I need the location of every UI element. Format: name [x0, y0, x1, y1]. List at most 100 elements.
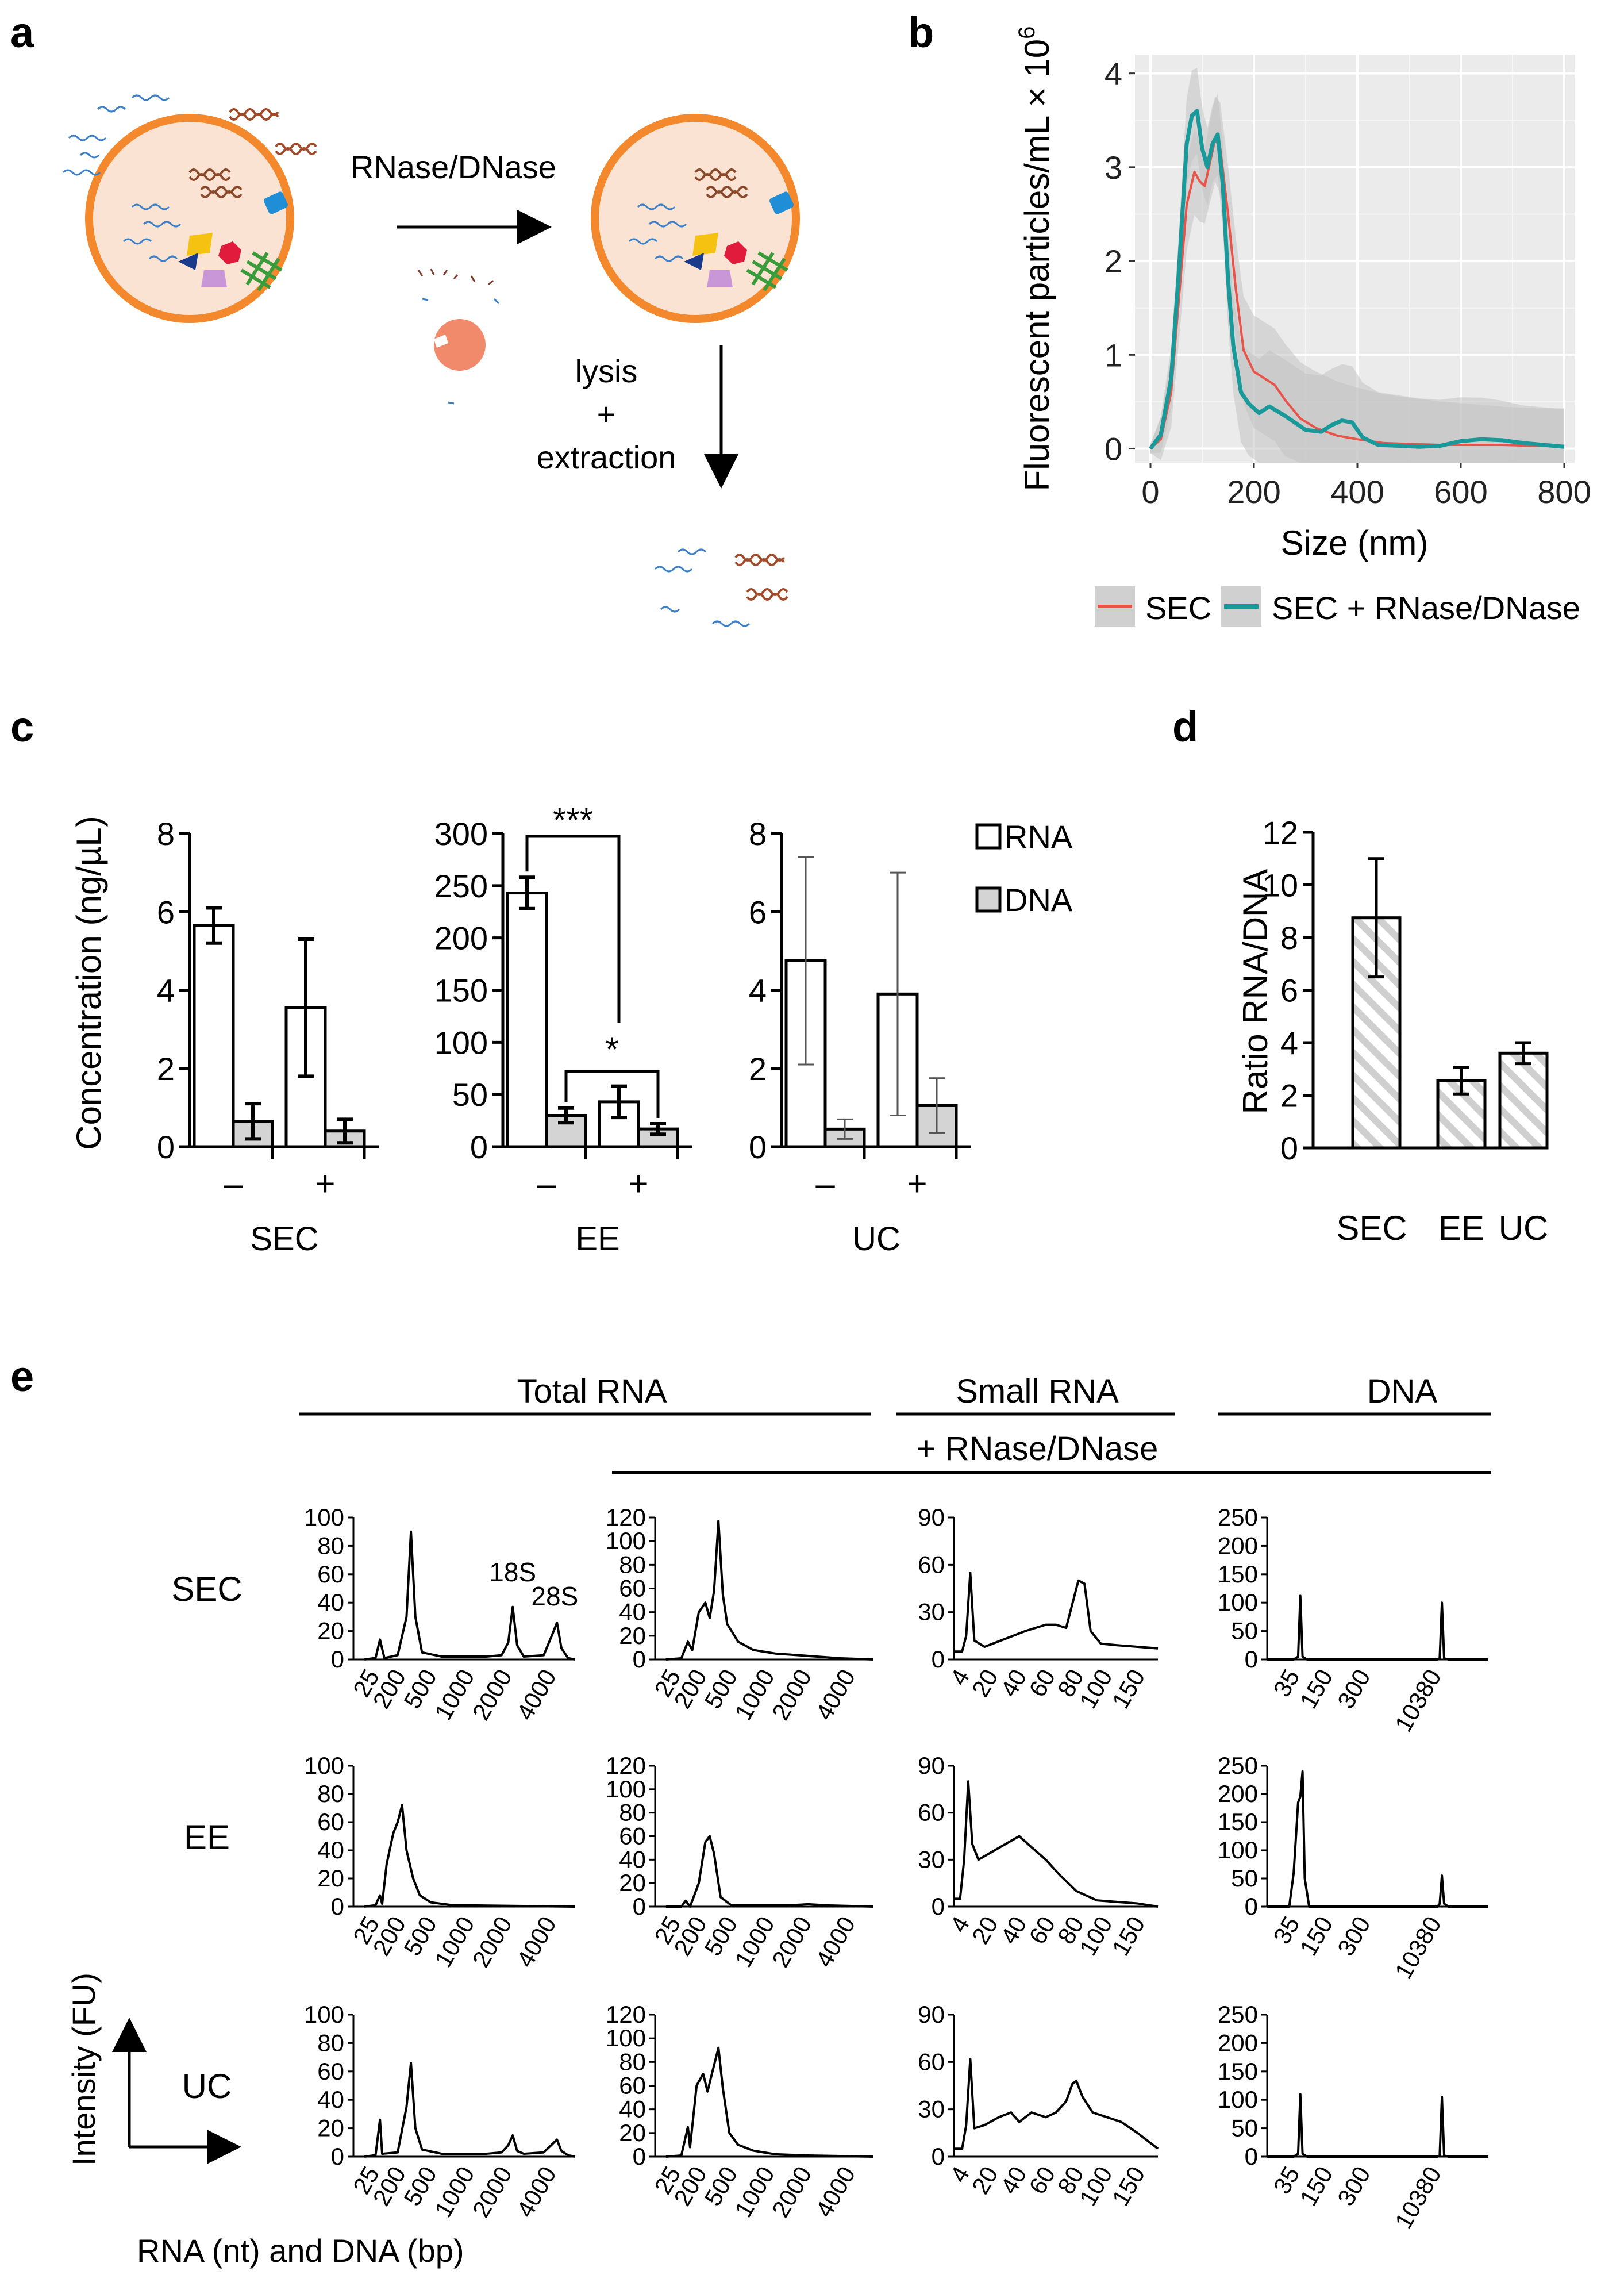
y-tick-label: 250 — [1218, 1752, 1258, 1779]
y-tick-label: 0 — [932, 2143, 945, 2170]
x-tick-label: 100 — [1074, 1912, 1118, 1960]
y-tick-label: 100 — [1218, 1589, 1258, 1616]
y-tick-label: 200 — [1218, 1780, 1258, 1807]
legend-label-sec-rnase: SEC + RNase/DNase — [1272, 590, 1580, 626]
y-tick-label: 300 — [434, 816, 488, 852]
confidence-ribbon — [1150, 68, 1564, 463]
y-tick-label: 8 — [1280, 920, 1298, 956]
x-tick-label: 150 — [1295, 1665, 1338, 1713]
y-tick-label: 30 — [918, 1846, 945, 1873]
y-tick-label: 20 — [317, 2115, 344, 2142]
significance-bracket — [564, 1070, 660, 1119]
trace-line — [1267, 2093, 1488, 2158]
x-tick-label: 1000 — [429, 1665, 479, 1724]
y-tick-label: 80 — [317, 2029, 344, 2056]
y-tick-label: 120 — [606, 1752, 646, 1779]
y-tick-label: 100 — [606, 2024, 646, 2051]
peak-label-28s: 28S — [531, 1581, 578, 1611]
y-tick-label: 20 — [619, 2119, 646, 2146]
y-axis-title: Ratio RNA/DNA — [1236, 869, 1275, 1115]
x-tick-label: + — [907, 1165, 927, 1203]
y-tick-label: 10 — [1263, 867, 1298, 904]
x-tick-label: 150 — [1107, 1665, 1150, 1713]
y-tick-label: 0 — [932, 1893, 945, 1920]
y-tick-label: 8 — [749, 816, 767, 852]
panel-d-ratio: Ratio RNA/DNA 0 2 4 6 8 10 12 SEC EE UC — [1236, 814, 1549, 1247]
y-tick-label: 20 — [317, 1617, 344, 1645]
x-tick-label: 4000 — [511, 1912, 561, 1972]
y-tick-label: 40 — [317, 1836, 344, 1863]
trace-line — [1267, 1594, 1488, 1661]
x-axis-title: Size (nm) — [1281, 524, 1429, 562]
group-label: UC — [852, 1220, 900, 1258]
trace-line — [364, 2061, 575, 2158]
outer-dna-icons — [229, 108, 317, 155]
x-tick-label: 150 — [1107, 1912, 1150, 1960]
y-tick-label: 4 — [1280, 1025, 1298, 1061]
header-dna: DNA — [1367, 1373, 1438, 1410]
y-tick-label: 6 — [157, 894, 175, 930]
x-tick-label: 4000 — [511, 1665, 561, 1724]
step2-label-line3: extraction — [537, 439, 676, 475]
y-tick-label: 50 — [1231, 1617, 1258, 1645]
y-tick-label: 250 — [1218, 2001, 1258, 2028]
y-axis-title: Fluorescent particles/mL × 106 — [1014, 26, 1056, 491]
vesicle-membrane — [85, 114, 294, 323]
y-tick-label: 80 — [619, 1551, 646, 1578]
y-tick-label: 12 — [1263, 814, 1298, 851]
y-tick-label: 150 — [1218, 1808, 1258, 1835]
step1-label: RNase/DNase — [351, 149, 556, 185]
x-tick-label: 1000 — [429, 2162, 479, 2222]
trace-line — [954, 1572, 1159, 1653]
x-tick-label: 10380 — [1390, 2162, 1446, 2234]
y-tick-label: 2 — [749, 1051, 767, 1087]
y-tick-label: 4 — [1105, 56, 1122, 92]
y-tick-label: 90 — [918, 1752, 945, 1779]
legend: SEC SEC + RNase/DNase — [1095, 586, 1580, 627]
x-tick-label: 2000 — [767, 1665, 817, 1724]
x-tick-label: 2000 — [467, 1665, 517, 1724]
x-tick-label: 2000 — [467, 1912, 517, 1972]
rna-bar — [193, 924, 235, 1148]
x-tick-label: 10380 — [1390, 1912, 1446, 1984]
x-tick-label: + — [628, 1165, 648, 1203]
y-tick-label: 3 — [1105, 149, 1122, 186]
axis-key-x-label: RNA (nt) and DNA (bp) — [137, 2233, 464, 2269]
x-tick-label: 1000 — [729, 1912, 779, 1972]
cargo-yellow-icon — [187, 233, 213, 256]
y-tick-label: 90 — [918, 1504, 945, 1531]
y-tick-label: 50 — [1231, 1865, 1258, 1892]
inner-dna-icons — [188, 168, 243, 198]
x-tick-label: – — [224, 1165, 243, 1203]
axis-key-y-label: Intensity (FU) — [66, 1973, 102, 2166]
y-tick-label: 50 — [452, 1077, 488, 1113]
y-tick-label: 150 — [1218, 1561, 1258, 1588]
y-tick-label: 0 — [633, 1646, 646, 1673]
x-tick-label: 150 — [1107, 2162, 1150, 2210]
y-tick-label: 100 — [304, 1504, 344, 1531]
legend-key-dna — [975, 886, 1002, 913]
vesicle-membrane-treated — [591, 114, 800, 323]
y-tick-label: 60 — [317, 1808, 344, 1835]
x-tick-label: 100 — [1074, 1665, 1118, 1713]
y-tick-label: 40 — [317, 1589, 344, 1616]
y-tick-label: 0 — [633, 2143, 646, 2170]
y-tick-label: 20 — [619, 1869, 646, 1896]
y-tick-label: 0 — [157, 1129, 175, 1165]
group-label: SEC — [250, 1220, 318, 1258]
x-tick-label: 600 — [1434, 474, 1487, 510]
y-tick-label: 80 — [317, 1780, 344, 1807]
axis-key: Intensity (FU) RNA (nt) and DNA (bp) — [66, 1973, 464, 2269]
x-tick-label: + — [315, 1165, 335, 1203]
series-line — [1149, 137, 1564, 449]
x-tick-label: 4000 — [810, 1665, 860, 1724]
x-tick-label: 400 — [1330, 474, 1384, 510]
